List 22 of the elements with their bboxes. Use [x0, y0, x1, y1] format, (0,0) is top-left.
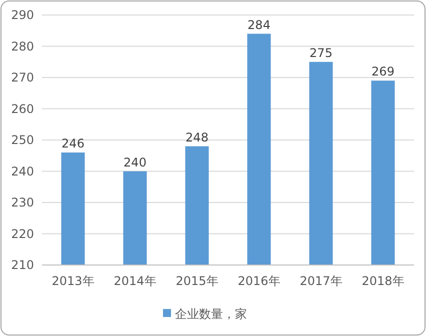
data-label: 246	[62, 136, 84, 150]
y-tick-label: 220	[11, 226, 34, 241]
y-tick-label: 230	[11, 196, 34, 210]
data-label: 240	[124, 155, 146, 170]
y-tick-label: 250	[11, 133, 34, 148]
data-label: 284	[248, 18, 270, 32]
y-tick-label: 270	[11, 70, 34, 85]
x-tick-label: 2018年	[362, 274, 404, 288]
y-tick-label: 240	[11, 164, 34, 178]
x-tick-label: 2017年	[300, 274, 342, 288]
data-label: 248	[186, 130, 208, 144]
y-tick-label: 210	[11, 258, 34, 272]
x-tick-label: 2016年	[238, 274, 280, 288]
data-label: 275	[310, 46, 332, 60]
x-tick-label: 2015年	[176, 274, 218, 288]
y-tick-label: 280	[11, 39, 34, 54]
legend-label: 企业数量，家	[175, 307, 247, 322]
y-tick-label: 290	[11, 8, 34, 22]
x-tick-label: 2014年	[114, 274, 156, 288]
y-tick-label: 260	[11, 102, 34, 116]
data-label: 269	[372, 64, 394, 79]
x-tick-label: 2013年	[52, 274, 94, 288]
